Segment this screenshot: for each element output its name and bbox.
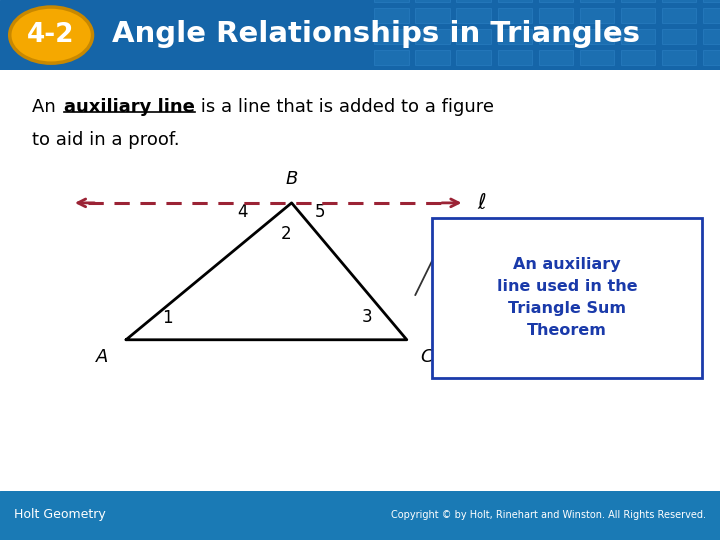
Text: auxiliary line: auxiliary line	[65, 98, 195, 116]
Bar	[456, 0, 491, 2]
Text: A: A	[96, 348, 108, 366]
Bar	[580, 29, 614, 44]
Text: An auxiliary
line used in the
Triangle Sum
Theorem: An auxiliary line used in the Triangle S…	[497, 257, 637, 339]
Bar	[580, 50, 614, 65]
Text: Holt Geometry: Holt Geometry	[14, 508, 106, 521]
Bar	[580, 0, 614, 2]
Text: 3: 3	[362, 308, 372, 326]
Text: is a line that is added to a figure: is a line that is added to a figure	[195, 98, 494, 116]
Bar	[703, 50, 720, 65]
Bar	[580, 8, 614, 23]
Bar	[415, 50, 450, 65]
Bar	[456, 50, 491, 65]
Bar	[662, 50, 696, 65]
Text: Angle Relationships in Triangles: Angle Relationships in Triangles	[112, 19, 639, 48]
Bar	[539, 50, 573, 65]
Bar	[539, 0, 573, 2]
Bar	[621, 0, 655, 2]
Bar	[621, 8, 655, 23]
Text: C: C	[420, 348, 433, 366]
Bar	[374, 50, 409, 65]
Bar	[374, 29, 409, 44]
Bar	[456, 8, 491, 23]
Bar	[662, 29, 696, 44]
Bar	[703, 29, 720, 44]
Bar	[539, 29, 573, 44]
Bar	[621, 29, 655, 44]
Bar	[456, 29, 491, 44]
Text: ℓ: ℓ	[477, 193, 486, 213]
Bar	[662, 0, 696, 2]
Bar	[703, 0, 720, 2]
Text: 5: 5	[315, 203, 325, 221]
Bar	[415, 8, 450, 23]
Bar	[498, 29, 532, 44]
Text: An: An	[32, 98, 62, 116]
Ellipse shape	[9, 7, 92, 63]
Bar	[621, 50, 655, 65]
Bar	[498, 0, 532, 2]
Bar	[374, 8, 409, 23]
Text: B: B	[285, 170, 298, 188]
Text: Copyright © by Holt, Rinehart and Winston. All Rights Reserved.: Copyright © by Holt, Rinehart and Winsto…	[391, 510, 706, 519]
Bar	[415, 29, 450, 44]
Text: 1: 1	[163, 309, 173, 327]
FancyBboxPatch shape	[432, 218, 702, 377]
Text: to aid in a proof.: to aid in a proof.	[32, 131, 180, 149]
Text: 4: 4	[238, 203, 248, 221]
Text: 4-2: 4-2	[27, 22, 75, 48]
Bar	[498, 50, 532, 65]
Bar	[374, 0, 409, 2]
Text: 2: 2	[281, 226, 291, 244]
Bar	[498, 8, 532, 23]
Bar	[703, 8, 720, 23]
Bar	[662, 8, 696, 23]
Bar	[415, 0, 450, 2]
Bar	[539, 8, 573, 23]
